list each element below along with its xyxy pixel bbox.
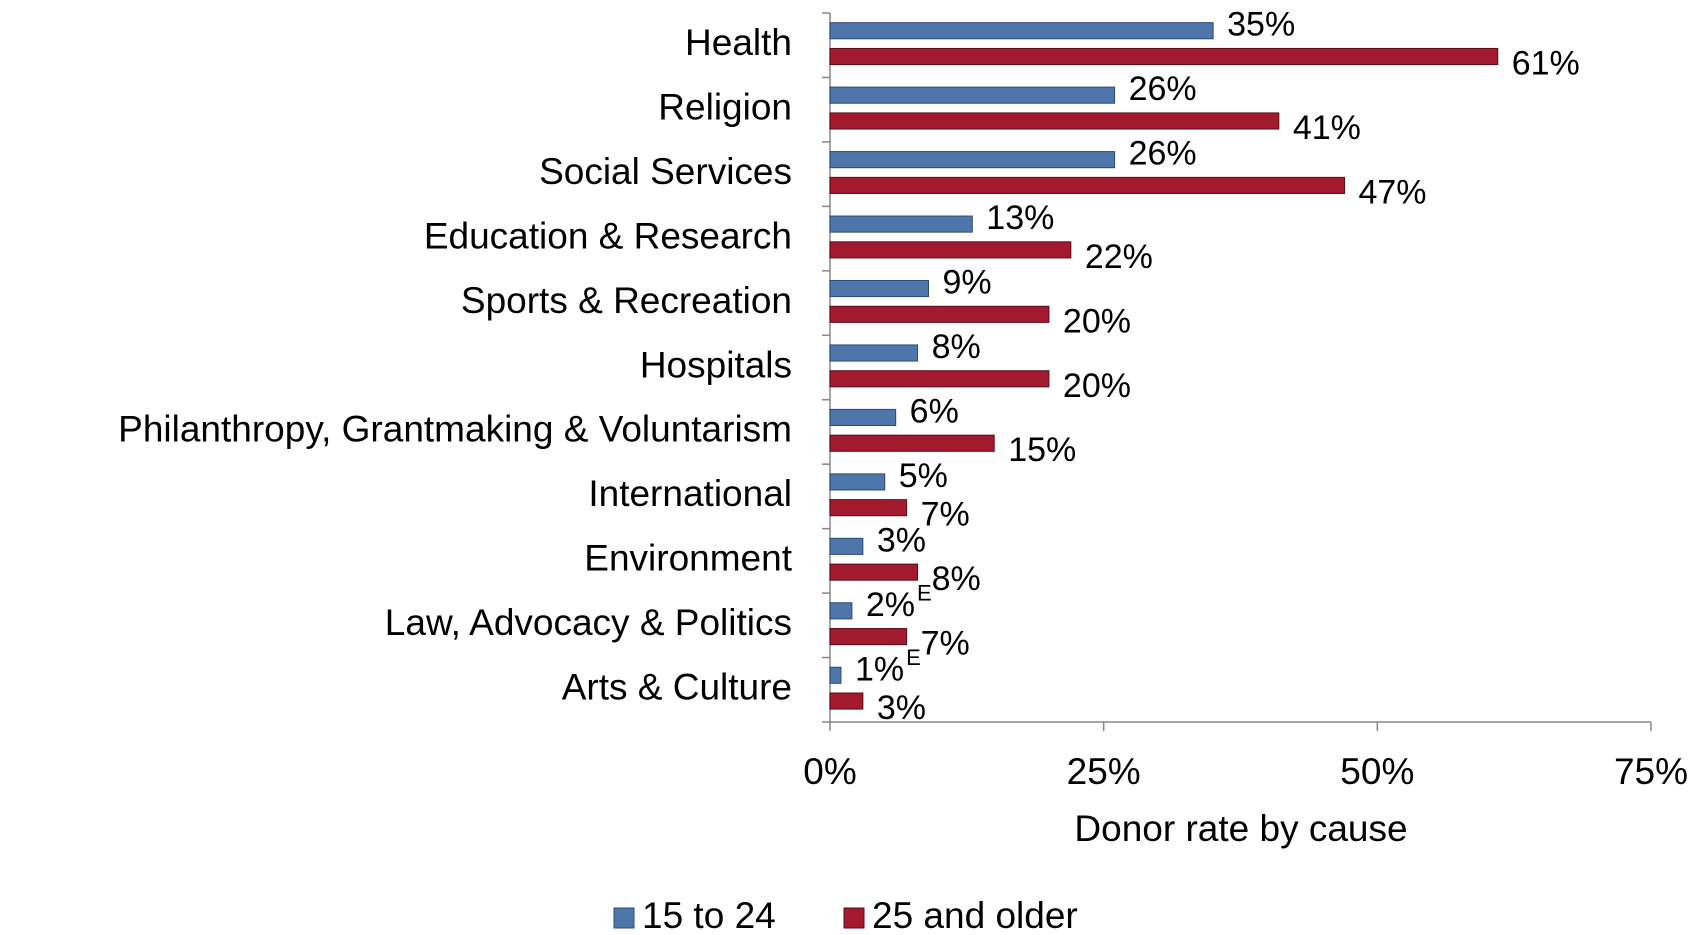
data-label: 7%: [921, 625, 970, 663]
bar: [829, 344, 919, 362]
bar: [829, 22, 1214, 40]
data-label: 9%: [943, 264, 992, 302]
data-label: 1%: [855, 650, 904, 688]
data-label: 3%: [877, 689, 926, 727]
legend-swatch: [613, 907, 635, 929]
data-label: 8%: [932, 560, 981, 598]
x-tick-label: 50%: [1340, 751, 1414, 792]
bar: [829, 215, 973, 233]
data-label: 8%: [932, 328, 981, 366]
category-label: Arts & Culture: [562, 667, 792, 708]
bar: [829, 370, 1050, 388]
category-label: Education & Research: [424, 215, 792, 256]
category-label: Law, Advocacy & Politics: [385, 602, 792, 643]
data-label: 26%: [1129, 135, 1197, 173]
bar: [829, 112, 1280, 130]
bar: [829, 279, 930, 298]
bar: [829, 241, 1072, 259]
bar: [829, 176, 1345, 194]
bar: [829, 86, 1116, 104]
bar: [829, 434, 995, 452]
bar: [829, 602, 853, 620]
data-label: 20%: [1063, 302, 1131, 340]
data-label: 3%: [877, 521, 926, 559]
data-label: 41%: [1293, 109, 1361, 147]
data-label: 5%: [899, 457, 948, 495]
data-label: 35%: [1227, 6, 1295, 44]
bar: [829, 563, 919, 581]
category-label: Health: [685, 22, 792, 63]
data-label: 47%: [1358, 173, 1426, 211]
bar: [829, 473, 886, 491]
bar: [829, 305, 1050, 323]
bar: [829, 151, 1116, 169]
data-label: 6%: [910, 392, 959, 430]
bar: [829, 499, 908, 517]
category-label: Social Services: [539, 151, 792, 192]
legend-swatch: [843, 907, 865, 929]
data-label: 2%: [866, 586, 915, 624]
category-label: Sports & Recreation: [461, 280, 792, 321]
category-label: Religion: [658, 86, 792, 127]
category-label: Hospitals: [640, 344, 792, 385]
data-label-flag: E: [917, 581, 932, 606]
x-tick-label: 0%: [803, 751, 856, 792]
legend-label: 25 and older: [872, 895, 1078, 935]
data-label: 26%: [1129, 70, 1197, 108]
data-label-flag: E: [906, 645, 921, 670]
category-label: International: [588, 473, 792, 514]
bar: [829, 692, 864, 710]
bar: [829, 408, 897, 427]
data-label: 7%: [921, 496, 970, 534]
bar: [829, 47, 1499, 66]
bar: [829, 537, 864, 555]
bar: [829, 628, 908, 646]
data-label: 13%: [986, 199, 1054, 237]
x-axis-title: Donor rate by cause: [1074, 808, 1407, 849]
category-label: Environment: [584, 538, 792, 579]
category-label: Philanthropy, Grantmaking & Voluntarism: [118, 409, 792, 450]
data-label: 15%: [1008, 431, 1076, 469]
data-label: 61%: [1512, 44, 1580, 82]
data-label: 22%: [1085, 238, 1153, 276]
legend-label: 15 to 24: [642, 895, 776, 935]
x-tick-label: 25%: [1067, 751, 1141, 792]
bar: [829, 666, 842, 684]
x-tick-label: 75%: [1614, 751, 1688, 792]
data-label: 20%: [1063, 367, 1131, 405]
